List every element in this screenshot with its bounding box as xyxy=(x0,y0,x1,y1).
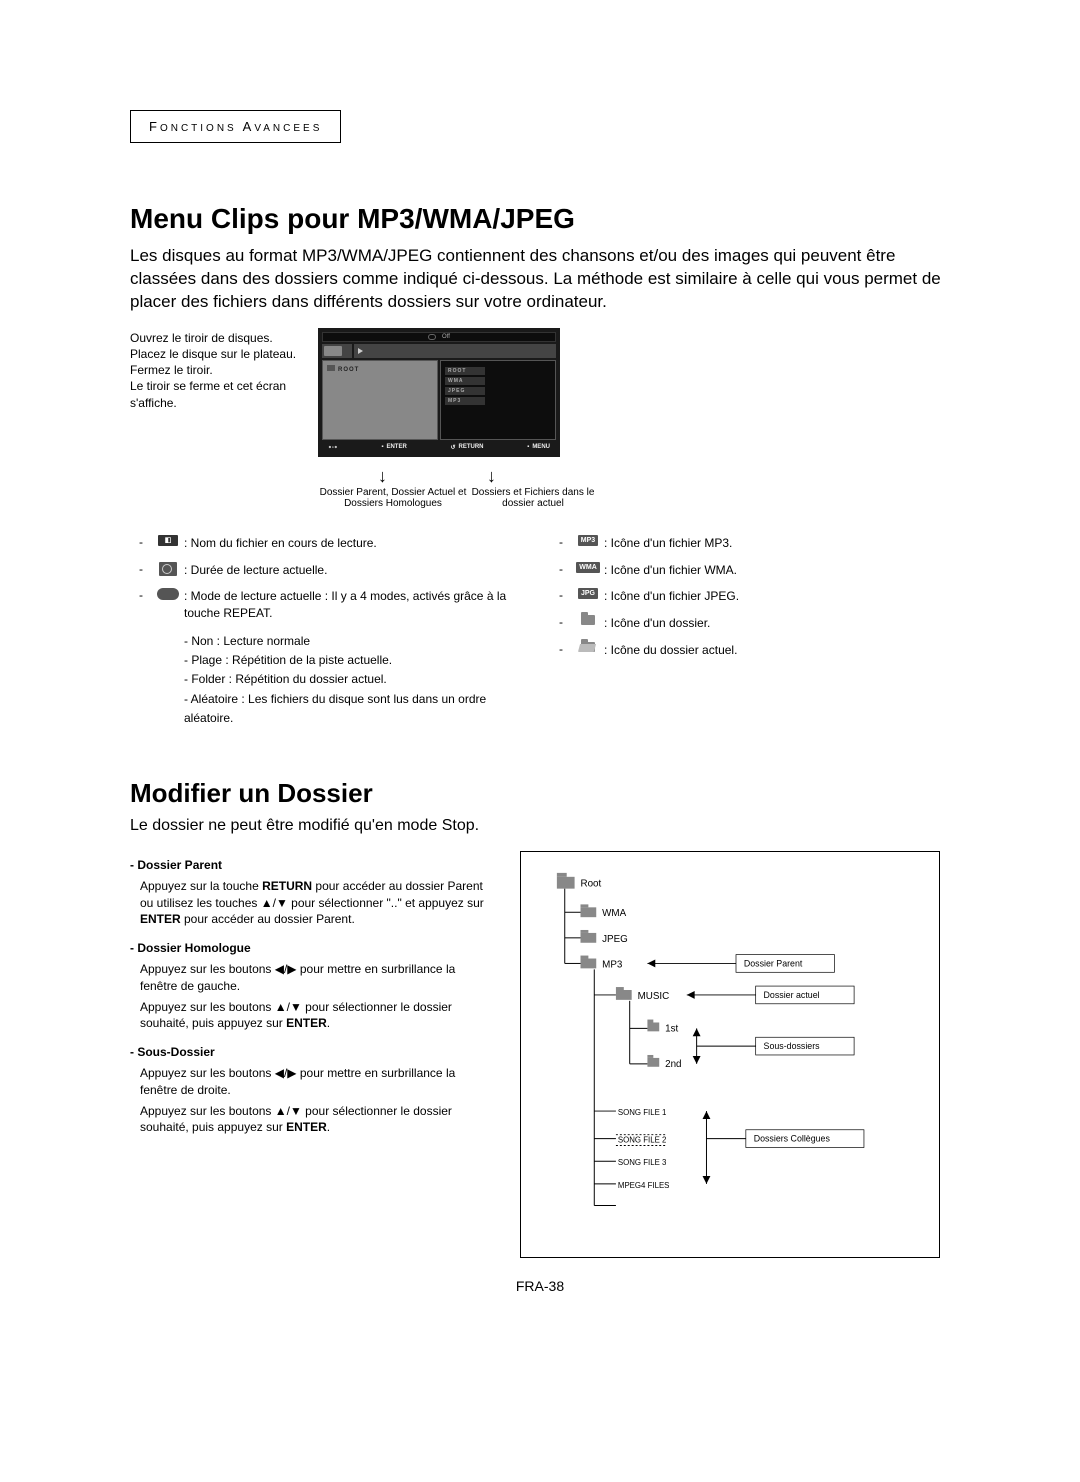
icon-clock xyxy=(159,562,177,576)
header-cap2: A xyxy=(243,119,255,134)
title-2: Modifier un Dossier xyxy=(130,778,950,809)
title-1: Menu Clips pour MP3/WMA/JPEG xyxy=(130,203,950,235)
legend-r3: : Icône d'un fichier JPEG. xyxy=(604,588,950,605)
svg-text:JPEG: JPEG xyxy=(602,934,628,945)
svg-text:Dossier actuel: Dossier actuel xyxy=(764,990,820,1000)
legend-sub1: - Non : Lecture normale xyxy=(184,632,530,651)
icon-wma: WMA xyxy=(576,562,600,573)
legend-r1: : Icône d'un fichier MP3. xyxy=(604,535,950,552)
panel-left-root: ROOT xyxy=(338,367,359,373)
svg-text:SONG FILE 3: SONG FILE 3 xyxy=(618,1158,667,1167)
screen-off: Off xyxy=(442,334,450,340)
legend-l2: : Durée de lecture actuelle. xyxy=(184,562,530,579)
panel-item-mp3: MP3 xyxy=(445,397,485,405)
legend-sub3: - Folder : Répétition du dossier actuel. xyxy=(184,670,530,689)
icon-mp3: MP3 xyxy=(578,535,598,546)
sub-intro: Le dossier ne peut être modifié qu'en mo… xyxy=(130,817,950,835)
btn-enter: ENTER xyxy=(386,444,406,450)
fs-h1: - Dossier Parent xyxy=(130,857,490,874)
svg-text:MUSIC: MUSIC xyxy=(638,991,670,1002)
svg-text:WMA: WMA xyxy=(602,908,626,919)
legend-sub4: - Aléatoire : Les fichiers du disque son… xyxy=(184,690,530,728)
page-number: FRA-38 xyxy=(130,1278,950,1294)
screen-illustration: Off ROOT ROOT WMA JPEG MP3 xyxy=(318,328,598,509)
svg-text:Root: Root xyxy=(580,879,601,890)
svg-text:1st: 1st xyxy=(665,1023,678,1034)
caption-right: Dossiers et Fichiers dans le dossier act… xyxy=(468,487,598,509)
svg-text:MP3: MP3 xyxy=(602,959,623,970)
panel-item-jpeg: JPEG xyxy=(445,387,485,395)
fs-h3: - Sous-Dossier xyxy=(130,1044,490,1061)
svg-text:SONG FILE 2: SONG FILE 2 xyxy=(618,1136,666,1145)
legend-l3: : Mode de lecture actuelle : Il y a 4 mo… xyxy=(184,588,530,622)
header-text1: ONCTIONS xyxy=(160,123,237,134)
btn-return: RETURN xyxy=(459,444,484,450)
icon-filename: ◧ xyxy=(158,535,178,546)
svg-text:Dossier Parent: Dossier Parent xyxy=(744,958,803,968)
legend-r4: : Icône d'un dossier. xyxy=(604,615,950,632)
svg-text:2nd: 2nd xyxy=(665,1059,681,1070)
caption-left: Dossier Parent, Dossier Actuel et Dossie… xyxy=(318,487,468,509)
legend-r2: : Icône d'un fichier WMA. xyxy=(604,562,950,579)
tree-root-folder: Root xyxy=(557,873,602,890)
arrow-down-1: ↓ xyxy=(378,467,387,485)
header-text2: VANCEES xyxy=(254,123,322,134)
folder-tree-diagram: Root WMA JPEG MP3 MUSIC 1st 2nd SONG FIL… xyxy=(520,851,940,1258)
legend-r5: : Icône du dossier actuel. xyxy=(604,642,950,659)
header-cap1: F xyxy=(149,119,160,134)
fs-h2: - Dossier Homologue xyxy=(130,940,490,957)
btn-menu: MENU xyxy=(532,444,550,450)
svg-text:SONG FILE 1: SONG FILE 1 xyxy=(618,1108,666,1117)
svg-text:Dossiers Collègues: Dossiers Collègues xyxy=(754,1134,831,1144)
icon-folder xyxy=(581,615,595,625)
svg-text:Sous-dossiers: Sous-dossiers xyxy=(764,1041,821,1051)
panel-right-root: ROOT xyxy=(445,367,485,375)
svg-text:MPEG4 FILES: MPEG4 FILES xyxy=(618,1181,670,1190)
icon-folder-open xyxy=(581,642,595,652)
icon-repeat xyxy=(157,588,179,600)
folder-instructions: - Dossier Parent Appuyez sur la touche R… xyxy=(130,851,490,1258)
panel-item-wma: WMA xyxy=(445,377,485,385)
section-header: FONCTIONS AVANCEES xyxy=(130,110,341,143)
legend-sub2: - Plage : Répétition de la piste actuell… xyxy=(184,651,530,670)
left-instructions: Ouvrez le tiroir de disques. Placez le d… xyxy=(130,328,300,411)
icon-jpg: JPG xyxy=(578,588,598,599)
intro-text: Les disques au format MP3/WMA/JPEG conti… xyxy=(130,245,950,314)
legend-l1: : Nom du fichier en cours de lecture. xyxy=(184,535,530,552)
arrow-down-2: ↓ xyxy=(487,467,496,485)
